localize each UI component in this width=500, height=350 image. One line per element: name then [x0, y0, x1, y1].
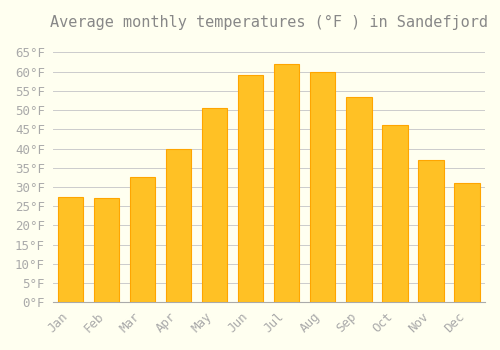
Title: Average monthly temperatures (°F ) in Sandefjord: Average monthly temperatures (°F ) in Sa…	[50, 15, 488, 30]
Bar	[418, 160, 444, 302]
Bar	[274, 64, 299, 302]
Bar	[346, 97, 372, 302]
Bar	[58, 197, 84, 302]
Bar	[202, 108, 228, 302]
Bar	[166, 148, 192, 302]
Bar	[382, 125, 407, 302]
Bar	[454, 183, 479, 302]
Bar	[130, 177, 156, 302]
Bar	[238, 76, 264, 302]
Bar	[310, 72, 336, 302]
Bar	[94, 198, 120, 302]
